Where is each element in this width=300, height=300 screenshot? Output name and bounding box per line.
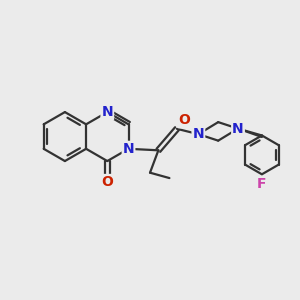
Text: F: F [257,177,267,191]
Text: N: N [193,127,204,141]
Text: N: N [232,122,244,136]
Text: O: O [101,175,113,189]
Text: N: N [123,142,134,156]
Text: N: N [101,105,113,119]
Text: O: O [178,113,190,127]
